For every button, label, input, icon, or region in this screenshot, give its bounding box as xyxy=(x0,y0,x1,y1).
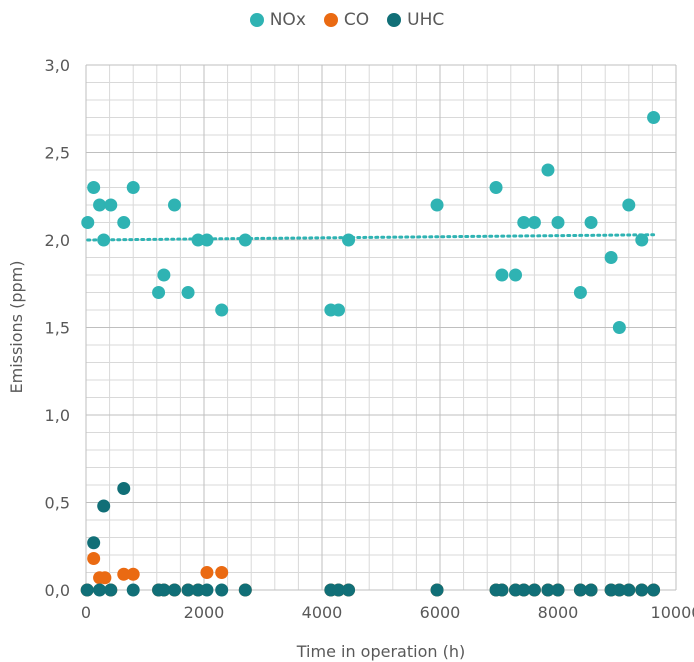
nox-point xyxy=(604,251,618,264)
nox-point xyxy=(622,198,636,212)
co-point xyxy=(87,552,101,565)
uhc-point xyxy=(104,583,118,597)
co-point xyxy=(117,567,131,581)
x-tick-label: 0 xyxy=(81,603,91,622)
y-tick-label: 3,0 xyxy=(45,56,70,75)
nox-point xyxy=(612,321,626,334)
uhc-point xyxy=(332,583,346,597)
nox-point xyxy=(126,181,140,194)
nox-point xyxy=(152,286,166,299)
uhc-point xyxy=(200,583,214,597)
legend-label-co: CO xyxy=(343,10,370,30)
uhc-point xyxy=(517,583,531,597)
x-tick-label: 4000 xyxy=(302,603,343,622)
legend-label-nox: NOx xyxy=(269,10,306,30)
nox-point xyxy=(647,111,661,124)
x-tick-label: 2000 xyxy=(184,603,225,622)
uhc-point xyxy=(117,482,131,495)
uhc-point xyxy=(87,536,101,550)
nox-point xyxy=(584,216,598,229)
uhc-point xyxy=(584,583,598,597)
legend-item-uhc[interactable]: UHC xyxy=(387,10,444,30)
legend-item-co[interactable]: CO xyxy=(323,10,370,30)
x-tick-label: 6000 xyxy=(420,603,461,622)
nox-point xyxy=(509,268,523,282)
nox-point xyxy=(81,216,95,229)
uhc-point xyxy=(573,583,587,597)
co-point xyxy=(98,571,112,585)
uhc-point xyxy=(622,583,636,597)
legend-swatch-co xyxy=(323,13,338,27)
nox-point xyxy=(527,216,541,229)
uhc-point xyxy=(635,583,649,597)
uhc-point xyxy=(541,583,555,597)
uhc-point xyxy=(430,583,444,597)
nox-trendline xyxy=(86,233,656,242)
x-axis-title: Time in operation (h) xyxy=(296,642,465,661)
nox-point xyxy=(117,216,131,229)
y-tick-label: 2,5 xyxy=(45,144,70,163)
uhc-point xyxy=(215,583,229,597)
data-points xyxy=(80,111,661,597)
co-point xyxy=(200,566,214,579)
nox-point xyxy=(573,286,587,299)
nox-point xyxy=(181,286,195,299)
nox-point xyxy=(495,268,509,282)
legend-swatch-uhc xyxy=(387,13,402,27)
nox-point xyxy=(200,233,214,247)
uhc-point xyxy=(495,583,509,597)
nox-point xyxy=(104,198,118,212)
nox-point xyxy=(97,233,111,247)
chart-legend: NOx CO UHC xyxy=(0,10,694,30)
y-tick-label: 1,0 xyxy=(45,406,70,425)
uhc-point xyxy=(238,583,252,597)
uhc-point xyxy=(647,583,661,597)
legend-swatch-nox xyxy=(249,13,264,27)
uhc-point xyxy=(551,583,565,597)
y-tick-label: 1,5 xyxy=(45,319,70,338)
nox-point xyxy=(87,181,101,194)
co-point xyxy=(126,567,140,581)
grid xyxy=(85,64,677,591)
uhc-point xyxy=(80,583,94,597)
nox-point xyxy=(489,181,503,194)
uhc-point xyxy=(527,583,541,597)
nox-point xyxy=(541,163,555,177)
y-tick-label: 2,0 xyxy=(45,231,70,250)
legend-label-uhc: UHC xyxy=(407,10,445,30)
uhc-point xyxy=(126,583,140,597)
uhc-point xyxy=(157,583,171,597)
y-axis-title: Emissions (ppm) xyxy=(7,261,26,394)
nox-point xyxy=(551,216,565,229)
uhc-point xyxy=(181,583,195,597)
nox-point xyxy=(157,268,171,282)
nox-point xyxy=(93,198,107,212)
uhc-point xyxy=(168,583,181,597)
legend-item-nox[interactable]: NOx xyxy=(249,10,306,30)
nox-point xyxy=(332,303,346,317)
trendline xyxy=(86,233,656,242)
x-tick-label: 8000 xyxy=(538,603,579,622)
nox-point xyxy=(430,198,444,212)
uhc-point xyxy=(342,583,356,597)
nox-point xyxy=(517,216,531,229)
nox-point xyxy=(215,303,229,317)
co-point xyxy=(215,566,229,579)
nox-point xyxy=(238,233,252,247)
nox-point xyxy=(342,233,356,247)
y-tick-label: 0,5 xyxy=(45,494,70,513)
y-tick-label: 0,0 xyxy=(45,581,70,600)
uhc-point xyxy=(93,583,107,597)
uhc-point xyxy=(612,583,626,597)
nox-point xyxy=(635,233,649,247)
nox-point xyxy=(168,198,181,212)
uhc-point xyxy=(97,499,111,513)
